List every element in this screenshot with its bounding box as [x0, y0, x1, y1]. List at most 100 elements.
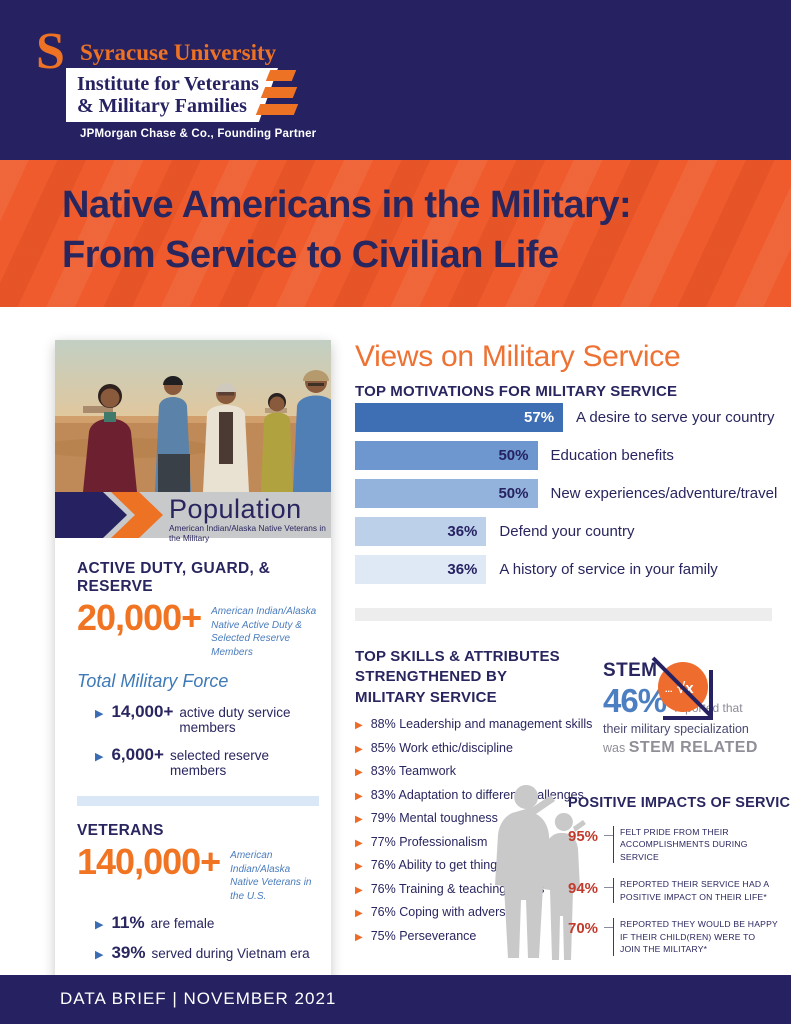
bar-category-label: New experiences/adventure/travel — [550, 485, 778, 502]
list-item: ▶ 85% Work ethic/discipline — [355, 741, 600, 755]
stem-text: their military specialization — [603, 722, 749, 736]
stem-section: STEM √x ... 46% reported that their mili… — [603, 646, 778, 757]
footer: DATA BRIEF | NOVEMBER 2021 — [0, 975, 791, 1024]
logo-stripe — [260, 87, 298, 98]
impact-value: 95% — [568, 828, 599, 845]
stat-value: 14,000+ — [111, 702, 174, 721]
bar-row: 36% A history of service in your family — [355, 555, 775, 584]
bar: 36% — [355, 517, 487, 546]
saluting-soldiers-silhouette — [495, 784, 586, 960]
list-item: ▶ 39% served during Vietnam era — [77, 943, 319, 963]
bar: 50% — [355, 479, 538, 508]
impacts-section: POSITIVE IMPACTS OF SERVICE 95% FELT PRI… — [568, 795, 791, 956]
arrow-bullet-icon: ▶ — [355, 814, 363, 826]
bar-value-label: 57% — [524, 409, 555, 426]
page-title-line2: From Service to Civilian Life — [62, 234, 559, 277]
arrow-bullet-icon: ▶ — [95, 708, 104, 720]
impact-value: 94% — [568, 880, 599, 898]
connector-line — [604, 835, 613, 836]
institute-name-line2: & Military Families — [77, 95, 247, 117]
bar-row: 36% Defend your country — [355, 517, 775, 546]
stem-math-icon: √x ... — [651, 656, 713, 720]
list-item: ▶ 77% Professionalism — [355, 835, 600, 849]
skill-text: 88% Leadership and management skills — [370, 717, 593, 732]
list-item: 95% FELT PRIDE FROM THEIR ACCOMPLISHMENT… — [568, 826, 778, 864]
bar-category-label: A desire to serve your country — [576, 409, 775, 426]
stat-label: active duty service members — [179, 705, 291, 735]
arrow-bullet-icon: ▶ — [355, 837, 363, 849]
veterans-stat-note: American Indian/Alaska Native Veterans i… — [230, 850, 312, 902]
arrow-bullet-icon: ▶ — [355, 908, 363, 920]
population-card: Population American Indian/Alaska Native… — [55, 340, 331, 1024]
list-item: ▶ 75% Perseverance — [355, 929, 600, 943]
arrow-bullet-icon: ▶ — [355, 720, 363, 732]
views-title: Views on Military Service — [355, 340, 681, 373]
page-title: Native Americans in the Military: From Se… — [62, 180, 632, 280]
institute-logo-box: Institute for Veterans & Military Famili… — [66, 68, 278, 122]
skills-heading: TOP SKILLS & ATTRIBUTES STRENGTHENED BY … — [355, 647, 600, 708]
arrow-bullet-icon: ▶ — [355, 790, 363, 802]
bar: 57% — [355, 403, 564, 432]
bar-value-label: 50% — [498, 485, 529, 502]
stat-value: 6,000+ — [111, 745, 164, 764]
bar-row: 50% Education benefits — [355, 441, 775, 470]
population-card-body: ACTIVE DUTY, GUARD, & RESERVE 20,000+ Am… — [55, 538, 331, 1024]
population-photo — [55, 340, 331, 492]
skills-section: TOP SKILLS & ATTRIBUTES STRENGTHENED BY … — [355, 647, 600, 943]
population-title: Population — [169, 494, 302, 524]
bar: 50% — [355, 441, 538, 470]
active-duty-stat-note: American Indian/Alaska Native Active Dut… — [211, 606, 317, 658]
views-section: Views on Military Service TOP MOTIVATION… — [355, 340, 791, 970]
veterans-stat: 140,000+ — [77, 841, 221, 882]
motivations-heading: TOP MOTIVATIONS FOR MILITARY SERVICE — [355, 383, 678, 400]
svg-text:...: ... — [665, 684, 673, 694]
bar-row: 57% A desire to serve your country — [355, 403, 775, 432]
active-duty-heading: ACTIVE DUTY, GUARD, & RESERVE — [77, 560, 271, 595]
list-item: ▶ 88% Leadership and management skills — [355, 717, 600, 731]
bar-value-label: 50% — [498, 447, 529, 464]
title-banner: Native Americans in the Military: From Se… — [0, 160, 791, 307]
bar-category-label: Education benefits — [550, 447, 674, 464]
list-item: ▶ 11% are female — [77, 913, 319, 933]
stem-text: was STEM RELATED — [603, 739, 758, 756]
skill-text: 75% Perseverance — [370, 928, 477, 943]
arrow-bullet-icon: ▶ — [355, 743, 363, 755]
list-item: 94% REPORTED THEIR SERVICE HAD A POSITIV… — [568, 878, 778, 904]
bar: 36% — [355, 555, 487, 584]
active-duty-stat: 20,000+ — [77, 597, 202, 638]
arrow-bullet-icon: ▶ — [95, 949, 104, 961]
bar-value-label: 36% — [447, 561, 478, 578]
stat-value: 39% — [111, 943, 146, 962]
skill-text: 77% Professionalism — [370, 834, 488, 849]
university-name: Syracuse University — [80, 40, 277, 65]
impacts-heading: POSITIVE IMPACTS OF SERVICE — [568, 795, 791, 811]
header: S Syracuse University Institute for Vete… — [0, 0, 791, 160]
stat-label: selected reserve members — [169, 748, 270, 778]
stem-heading: STEM — [603, 660, 658, 681]
bar-category-label: Defend your country — [499, 523, 635, 540]
arrow-bullet-icon: ▶ — [355, 767, 363, 779]
arrow-bullet-icon: ▶ — [355, 884, 363, 896]
skills-heading-line1: TOP SKILLS & ATTRIBUTES — [355, 648, 560, 665]
arrow-bullet-icon: ▶ — [95, 751, 104, 763]
stat-label: served during Vietnam era — [151, 946, 310, 961]
total-military-force-heading: Total Military Force — [77, 671, 229, 691]
arrow-bullet-icon: ▶ — [95, 919, 104, 931]
list-item: 70% REPORTED THEY WOULD BE HAPPY IF THEI… — [568, 918, 778, 956]
bar-category-label: A history of service in your family — [499, 561, 718, 578]
logo-stripe — [265, 70, 297, 81]
footer-text: DATA BRIEF | NOVEMBER 2021 — [60, 989, 337, 1008]
connector-line — [604, 887, 613, 889]
list-item: ▶ 6,000+ selected reserve members — [77, 745, 319, 778]
arrow-bullet-icon: ▶ — [355, 861, 363, 873]
page-title-line1: Native Americans in the Military: — [62, 184, 632, 226]
skills-heading-line2: STRENGTHENED BY — [355, 668, 508, 686]
impact-label: FELT PRIDE FROM THEIR ACCOMPLISHMENTS DU… — [613, 826, 778, 864]
motivations-bar-chart: 57% A desire to serve your country 50% E… — [355, 403, 778, 593]
logo-stripe — [255, 104, 299, 115]
skill-text: 83% Teamwork — [370, 764, 456, 779]
veterans-heading: VETERANS — [77, 822, 164, 839]
section-divider — [355, 608, 772, 621]
institute-name-line1: Institute for Veterans — [77, 73, 259, 95]
